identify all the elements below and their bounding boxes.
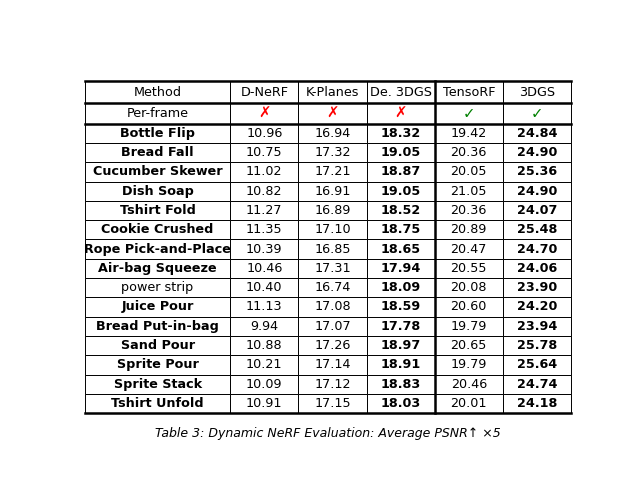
Text: Table 3: Dynamic NeRF Evaluation: Average PSNR↑ ×5: Table 3: Dynamic NeRF Evaluation: Averag…	[155, 427, 501, 440]
